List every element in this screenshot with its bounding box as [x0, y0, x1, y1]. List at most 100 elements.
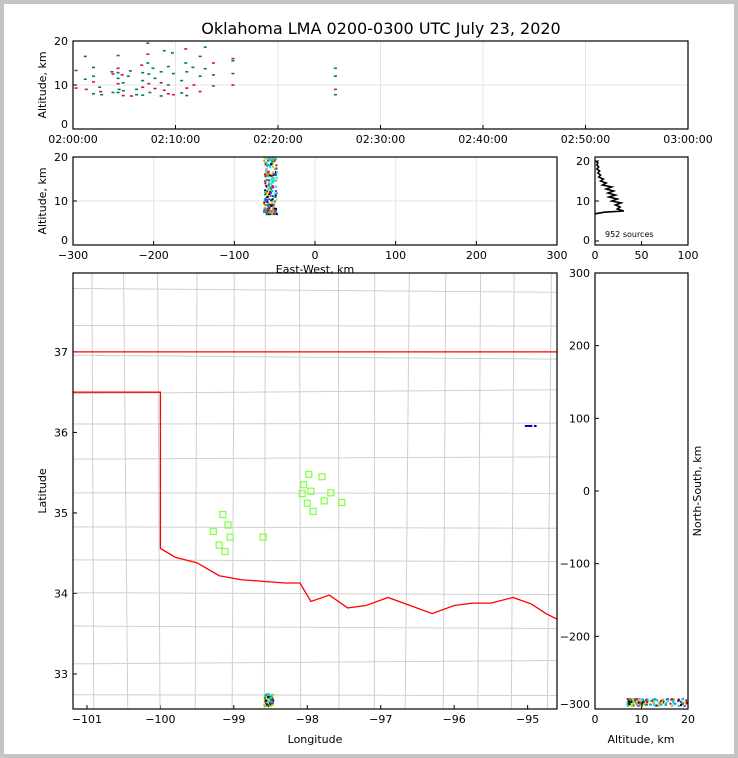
y-tick-label: −100 — [560, 558, 590, 571]
source-point — [268, 700, 271, 703]
source-point — [148, 91, 152, 94]
source-point — [274, 158, 277, 161]
county-line — [194, 272, 198, 710]
x-tick-label: −99 — [222, 713, 245, 726]
plan-view-panel: −101 −100 −99 −98 −97 −96 −95 33 34 35 36 37 — [54, 272, 558, 726]
source-point — [657, 704, 660, 707]
source-point — [528, 424, 531, 427]
source-point — [661, 701, 664, 704]
source-point — [129, 95, 133, 97]
source-point — [270, 703, 273, 706]
source-point — [272, 209, 275, 212]
source-point — [231, 60, 235, 62]
source-point — [231, 57, 235, 60]
source-point — [272, 204, 275, 207]
source-point — [633, 699, 636, 702]
time-altitude-panel: 02:00:00 02:10:00 02:20:00 02:30:00 02:40:00… — [48, 35, 712, 146]
source-point — [631, 701, 634, 704]
source-point — [211, 74, 215, 76]
source-point — [660, 703, 663, 706]
source-point — [524, 424, 527, 427]
x-tick-label: −100 — [145, 713, 175, 726]
source-point — [263, 209, 266, 212]
source-point — [632, 699, 635, 702]
source-point — [265, 161, 268, 164]
county-line — [123, 272, 129, 710]
source-point — [203, 46, 207, 48]
source-point — [191, 66, 195, 69]
x-tick-label: 0 — [592, 713, 599, 726]
source-point — [271, 156, 274, 159]
source-point — [333, 88, 337, 91]
plan-ylabel: Latitude — [36, 468, 49, 514]
source-point — [271, 198, 274, 201]
source-point — [268, 189, 271, 192]
source-point — [679, 700, 682, 703]
source-point — [146, 62, 150, 64]
source-point — [266, 207, 269, 210]
source-point — [637, 699, 640, 702]
source-point — [527, 424, 530, 427]
x-tick-label: −95 — [516, 713, 539, 726]
ns-altitude-panel: 0 10 20 −300 −200 −100 0 100 200 300 — [560, 267, 695, 726]
source-point — [264, 158, 267, 161]
source-point — [264, 700, 267, 703]
source-point — [272, 171, 275, 174]
y-tick-label: 37 — [54, 346, 68, 359]
y-tick-label: 35 — [54, 507, 68, 520]
source-point — [263, 202, 266, 205]
county-line — [72, 456, 558, 460]
source-point — [140, 64, 144, 66]
source-point — [274, 209, 277, 212]
source-point — [166, 84, 170, 86]
source-point — [268, 206, 271, 209]
source-point — [629, 704, 632, 707]
source-point — [147, 73, 151, 75]
county-line — [72, 354, 558, 360]
source-point — [665, 702, 668, 705]
source-point — [267, 184, 270, 187]
axes-frame — [72, 40, 689, 130]
source-point — [267, 159, 270, 162]
figure-title: Oklahoma LMA 0200-0300 UTC July 23, 2020 — [201, 19, 560, 38]
county-line — [442, 272, 447, 710]
source-point — [655, 704, 658, 707]
source-point — [271, 694, 274, 697]
y-tick-label: 20 — [576, 155, 590, 168]
source-point — [99, 90, 103, 93]
source-point — [265, 185, 268, 188]
x-tick-label: 100 — [385, 249, 406, 262]
lma-figure: Oklahoma LMA 0200-0300 UTC July 23, 2020… — [36, 19, 713, 746]
x-tick-label: −97 — [369, 713, 392, 726]
source-point — [116, 71, 120, 74]
x-tick-label: 50 — [635, 249, 649, 262]
source-point — [267, 202, 270, 205]
source-point — [141, 79, 145, 82]
source-point — [632, 704, 635, 707]
ew-altitude-panel: −300 −200 −100 0 100 200 300 0 10 20 — [54, 151, 568, 262]
source-point — [211, 85, 215, 87]
source-point — [268, 695, 271, 698]
source-point — [633, 698, 636, 701]
source-point — [271, 185, 274, 188]
x-tick-label: 02:40:00 — [458, 133, 507, 146]
source-point — [273, 207, 276, 210]
ew-xlabel: East-West, km — [276, 263, 354, 276]
source-point — [641, 700, 644, 703]
source-point — [640, 698, 643, 701]
source-point — [170, 52, 174, 54]
source-point — [126, 75, 130, 77]
county-line — [72, 287, 558, 293]
source-point — [270, 178, 273, 181]
source-point — [270, 695, 273, 698]
x-tick-label: −100 — [219, 249, 249, 262]
source-point — [266, 157, 269, 160]
source-point — [74, 87, 78, 89]
source-point — [135, 93, 139, 96]
source-point — [681, 701, 684, 704]
source-point — [273, 200, 276, 203]
source-point — [159, 95, 163, 97]
lma-station — [303, 499, 311, 507]
y-tick-label: 10 — [54, 195, 68, 208]
source-point — [135, 88, 139, 91]
